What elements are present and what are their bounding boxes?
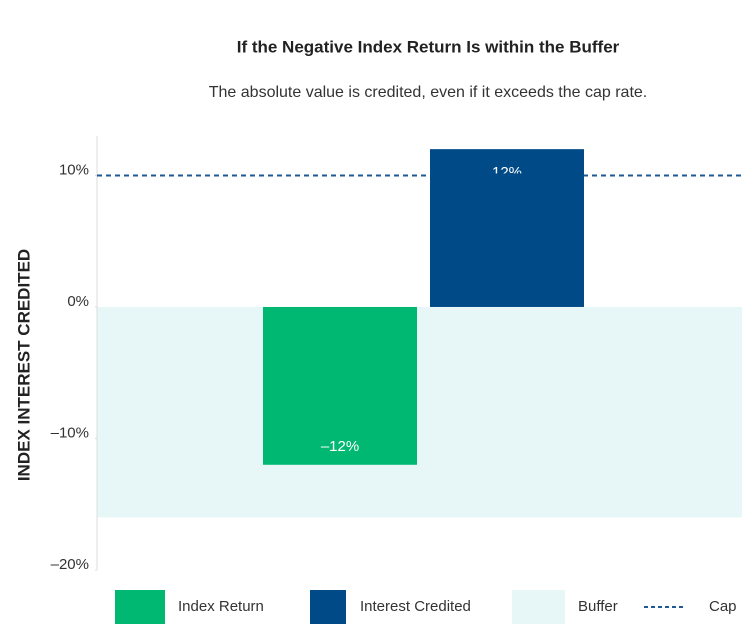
y-tick-label: 0% — [67, 293, 89, 310]
legend-label: Interest Credited — [360, 598, 471, 615]
buffer-band — [97, 306, 742, 518]
bar-value-label: 12% — [492, 164, 522, 181]
y-tick-label: –10% — [51, 424, 89, 441]
bar-cap-cover — [430, 173, 584, 178]
legend-swatch — [512, 590, 565, 624]
y-tick-label: –20% — [51, 556, 89, 573]
chart-title: If the Negative Index Return Is within t… — [237, 37, 620, 56]
y-axis-label: INDEX INTEREST CREDITED — [14, 249, 33, 481]
chart-subtitle: The absolute value is credited, even if … — [209, 84, 647, 101]
bar — [263, 306, 417, 465]
legend-label: Cap — [709, 598, 737, 615]
bar-value-label: –12% — [321, 438, 359, 455]
legend-swatch — [310, 590, 346, 624]
legend-label: Index Return — [178, 598, 264, 615]
legend-swatch — [115, 590, 165, 624]
y-tick-label: 10% — [59, 161, 89, 178]
legend-label: Buffer — [578, 598, 618, 615]
